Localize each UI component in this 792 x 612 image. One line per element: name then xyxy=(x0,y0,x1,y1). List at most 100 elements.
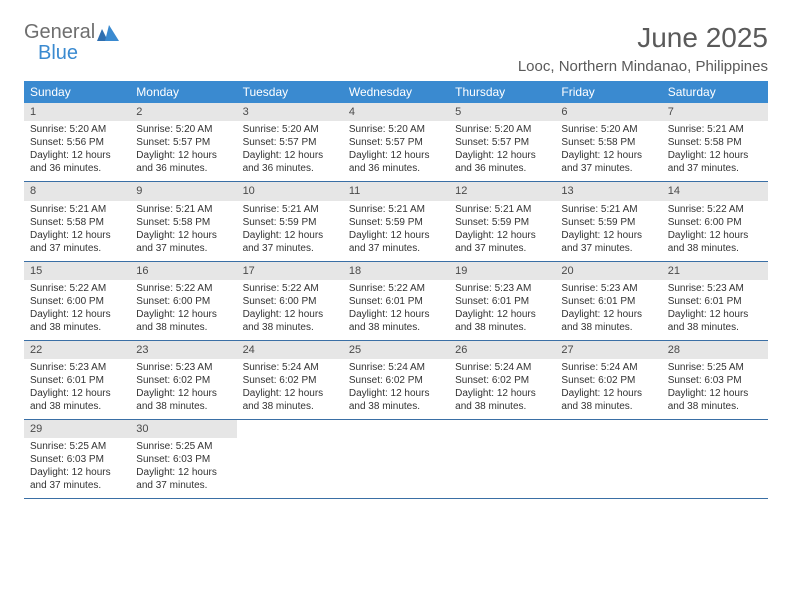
sunrise-line: Sunrise: 5:21 AM xyxy=(136,203,230,216)
weekday-label: Wednesday xyxy=(343,81,449,103)
weekday-label: Thursday xyxy=(449,81,555,103)
daylight-line: Daylight: 12 hours and 38 minutes. xyxy=(561,387,655,413)
calendar: SundayMondayTuesdayWednesdayThursdayFrid… xyxy=(24,81,768,499)
sunset-line: Sunset: 5:56 PM xyxy=(30,136,124,149)
daylight-line: Daylight: 12 hours and 37 minutes. xyxy=(30,466,124,492)
day-body: Sunrise: 5:21 AMSunset: 5:59 PMDaylight:… xyxy=(555,203,661,255)
day-cell: 13 Sunrise: 5:21 AMSunset: 5:59 PMDayligh… xyxy=(555,182,661,260)
sunset-line: Sunset: 5:58 PM xyxy=(561,136,655,149)
day-number: 10 xyxy=(237,182,343,200)
daylight-line: Daylight: 12 hours and 38 minutes. xyxy=(455,308,549,334)
sunset-line: Sunset: 5:59 PM xyxy=(455,216,549,229)
sunset-line: Sunset: 5:57 PM xyxy=(349,136,443,149)
day-cell: 10 Sunrise: 5:21 AMSunset: 5:59 PMDayligh… xyxy=(237,182,343,260)
sunrise-line: Sunrise: 5:23 AM xyxy=(668,282,762,295)
day-body: Sunrise: 5:25 AMSunset: 6:03 PMDaylight:… xyxy=(130,440,236,492)
day-number: 8 xyxy=(24,182,130,200)
day-body: Sunrise: 5:21 AMSunset: 5:59 PMDaylight:… xyxy=(449,203,555,255)
day-number: 30 xyxy=(130,420,236,438)
weekday-label: Saturday xyxy=(662,81,768,103)
day-cell: 24Sunrise: 5:24 AMSunset: 6:02 PMDayligh… xyxy=(237,341,343,419)
day-cell: 16Sunrise: 5:22 AMSunset: 6:00 PMDayligh… xyxy=(130,262,236,340)
day-body: Sunrise: 5:23 AMSunset: 6:01 PMDaylight:… xyxy=(662,282,768,334)
header: General Blue June 2025 Looc, Northern Mi… xyxy=(24,22,768,75)
sunset-line: Sunset: 5:57 PM xyxy=(455,136,549,149)
day-body: Sunrise: 5:25 AMSunset: 6:03 PMDaylight:… xyxy=(24,440,130,492)
day-number: 6 xyxy=(555,103,661,121)
month-title: June 2025 xyxy=(518,22,768,54)
sunrise-line: Sunrise: 5:20 AM xyxy=(30,123,124,136)
day-body: Sunrise: 5:24 AMSunset: 6:02 PMDaylight:… xyxy=(343,361,449,413)
day-body: Sunrise: 5:20 AMSunset: 5:56 PMDaylight:… xyxy=(24,123,130,175)
sunrise-line: Sunrise: 5:22 AM xyxy=(349,282,443,295)
sunrise-line: Sunrise: 5:21 AM xyxy=(455,203,549,216)
day-body: Sunrise: 5:20 AMSunset: 5:57 PMDaylight:… xyxy=(237,123,343,175)
sunset-line: Sunset: 6:01 PM xyxy=(30,374,124,387)
day-body: Sunrise: 5:21 AMSunset: 5:59 PMDaylight:… xyxy=(237,203,343,255)
day-cell: 19Sunrise: 5:23 AMSunset: 6:01 PMDayligh… xyxy=(449,262,555,340)
sunset-line: Sunset: 5:57 PM xyxy=(243,136,337,149)
daylight-line: Daylight: 12 hours and 38 minutes. xyxy=(243,387,337,413)
day-cell: 20Sunrise: 5:23 AMSunset: 6:01 PMDayligh… xyxy=(555,262,661,340)
title-block: June 2025 Looc, Northern Mindanao, Phili… xyxy=(518,22,768,75)
day-cell: 8 Sunrise: 5:21 AMSunset: 5:58 PMDaylight… xyxy=(24,182,130,260)
sunset-line: Sunset: 5:58 PM xyxy=(136,216,230,229)
day-cell: 25Sunrise: 5:24 AMSunset: 6:02 PMDayligh… xyxy=(343,341,449,419)
day-number: 11 xyxy=(343,182,449,200)
day-number: 21 xyxy=(662,262,768,280)
day-cell: 21 Sunrise: 5:23 AMSunset: 6:01 PMDayligh… xyxy=(662,262,768,340)
daylight-line: Daylight: 12 hours and 36 minutes. xyxy=(455,149,549,175)
sunset-line: Sunset: 6:02 PM xyxy=(243,374,337,387)
daylight-line: Daylight: 12 hours and 38 minutes. xyxy=(668,229,762,255)
day-body: Sunrise: 5:20 AMSunset: 5:57 PMDaylight:… xyxy=(449,123,555,175)
sunset-line: Sunset: 5:58 PM xyxy=(668,136,762,149)
sunset-line: Sunset: 6:00 PM xyxy=(136,295,230,308)
daylight-line: Daylight: 12 hours and 38 minutes. xyxy=(455,387,549,413)
daylight-line: Daylight: 12 hours and 37 minutes. xyxy=(561,149,655,175)
week-row: 15Sunrise: 5:22 AMSunset: 6:00 PMDayligh… xyxy=(24,262,768,341)
day-body: Sunrise: 5:20 AMSunset: 5:57 PMDaylight:… xyxy=(343,123,449,175)
day-cell: 0 xyxy=(449,420,555,498)
day-cell: 0 xyxy=(343,420,449,498)
sunset-line: Sunset: 6:01 PM xyxy=(561,295,655,308)
sunset-line: Sunset: 6:02 PM xyxy=(455,374,549,387)
day-cell: 7Sunrise: 5:21 AMSunset: 5:58 PMDaylight… xyxy=(662,103,768,181)
daylight-line: Daylight: 12 hours and 37 minutes. xyxy=(455,229,549,255)
sunrise-line: Sunrise: 5:25 AM xyxy=(668,361,762,374)
daylight-line: Daylight: 12 hours and 38 minutes. xyxy=(136,308,230,334)
sunset-line: Sunset: 5:58 PM xyxy=(30,216,124,229)
daylight-line: Daylight: 12 hours and 37 minutes. xyxy=(243,229,337,255)
day-body: Sunrise: 5:20 AMSunset: 5:57 PMDaylight:… xyxy=(130,123,236,175)
sunset-line: Sunset: 6:00 PM xyxy=(243,295,337,308)
sunrise-line: Sunrise: 5:22 AM xyxy=(136,282,230,295)
sunrise-line: Sunrise: 5:20 AM xyxy=(561,123,655,136)
location-text: Looc, Northern Mindanao, Philippines xyxy=(518,58,768,75)
sunrise-line: Sunrise: 5:21 AM xyxy=(349,203,443,216)
sunrise-line: Sunrise: 5:23 AM xyxy=(561,282,655,295)
daylight-line: Daylight: 12 hours and 36 minutes. xyxy=(349,149,443,175)
daylight-line: Daylight: 12 hours and 38 minutes. xyxy=(30,387,124,413)
daylight-line: Daylight: 12 hours and 38 minutes. xyxy=(30,308,124,334)
day-cell: 22Sunrise: 5:23 AMSunset: 6:01 PMDayligh… xyxy=(24,341,130,419)
day-body: Sunrise: 5:24 AMSunset: 6:02 PMDaylight:… xyxy=(237,361,343,413)
daylight-line: Daylight: 12 hours and 36 minutes. xyxy=(136,149,230,175)
sunrise-line: Sunrise: 5:22 AM xyxy=(243,282,337,295)
daylight-line: Daylight: 12 hours and 37 minutes. xyxy=(136,229,230,255)
day-body: Sunrise: 5:20 AMSunset: 5:58 PMDaylight:… xyxy=(555,123,661,175)
day-body: Sunrise: 5:21 AMSunset: 5:58 PMDaylight:… xyxy=(24,203,130,255)
day-cell: 6 Sunrise: 5:20 AMSunset: 5:58 PMDaylight… xyxy=(555,103,661,181)
day-body: Sunrise: 5:24 AMSunset: 6:02 PMDaylight:… xyxy=(449,361,555,413)
day-body: Sunrise: 5:23 AMSunset: 6:01 PMDaylight:… xyxy=(449,282,555,334)
sunset-line: Sunset: 6:01 PM xyxy=(455,295,549,308)
week-row: 29Sunrise: 5:25 AMSunset: 6:03 PMDayligh… xyxy=(24,420,768,499)
day-body: Sunrise: 5:22 AMSunset: 6:01 PMDaylight:… xyxy=(343,282,449,334)
calendar-page: General Blue June 2025 Looc, Northern Mi… xyxy=(0,0,792,499)
day-cell: 29 Sunrise: 5:25 AMSunset: 6:03 PMDayligh… xyxy=(24,420,130,498)
sunrise-line: Sunrise: 5:25 AM xyxy=(136,440,230,453)
day-cell: 0 xyxy=(555,420,661,498)
day-number: 13 xyxy=(555,182,661,200)
day-number: 29 xyxy=(24,420,130,438)
week-row: 8Sunrise: 5:21 AMSunset: 5:58 PMDaylight… xyxy=(24,182,768,261)
day-number: 7 xyxy=(662,103,768,121)
daylight-line: Daylight: 12 hours and 37 minutes. xyxy=(349,229,443,255)
